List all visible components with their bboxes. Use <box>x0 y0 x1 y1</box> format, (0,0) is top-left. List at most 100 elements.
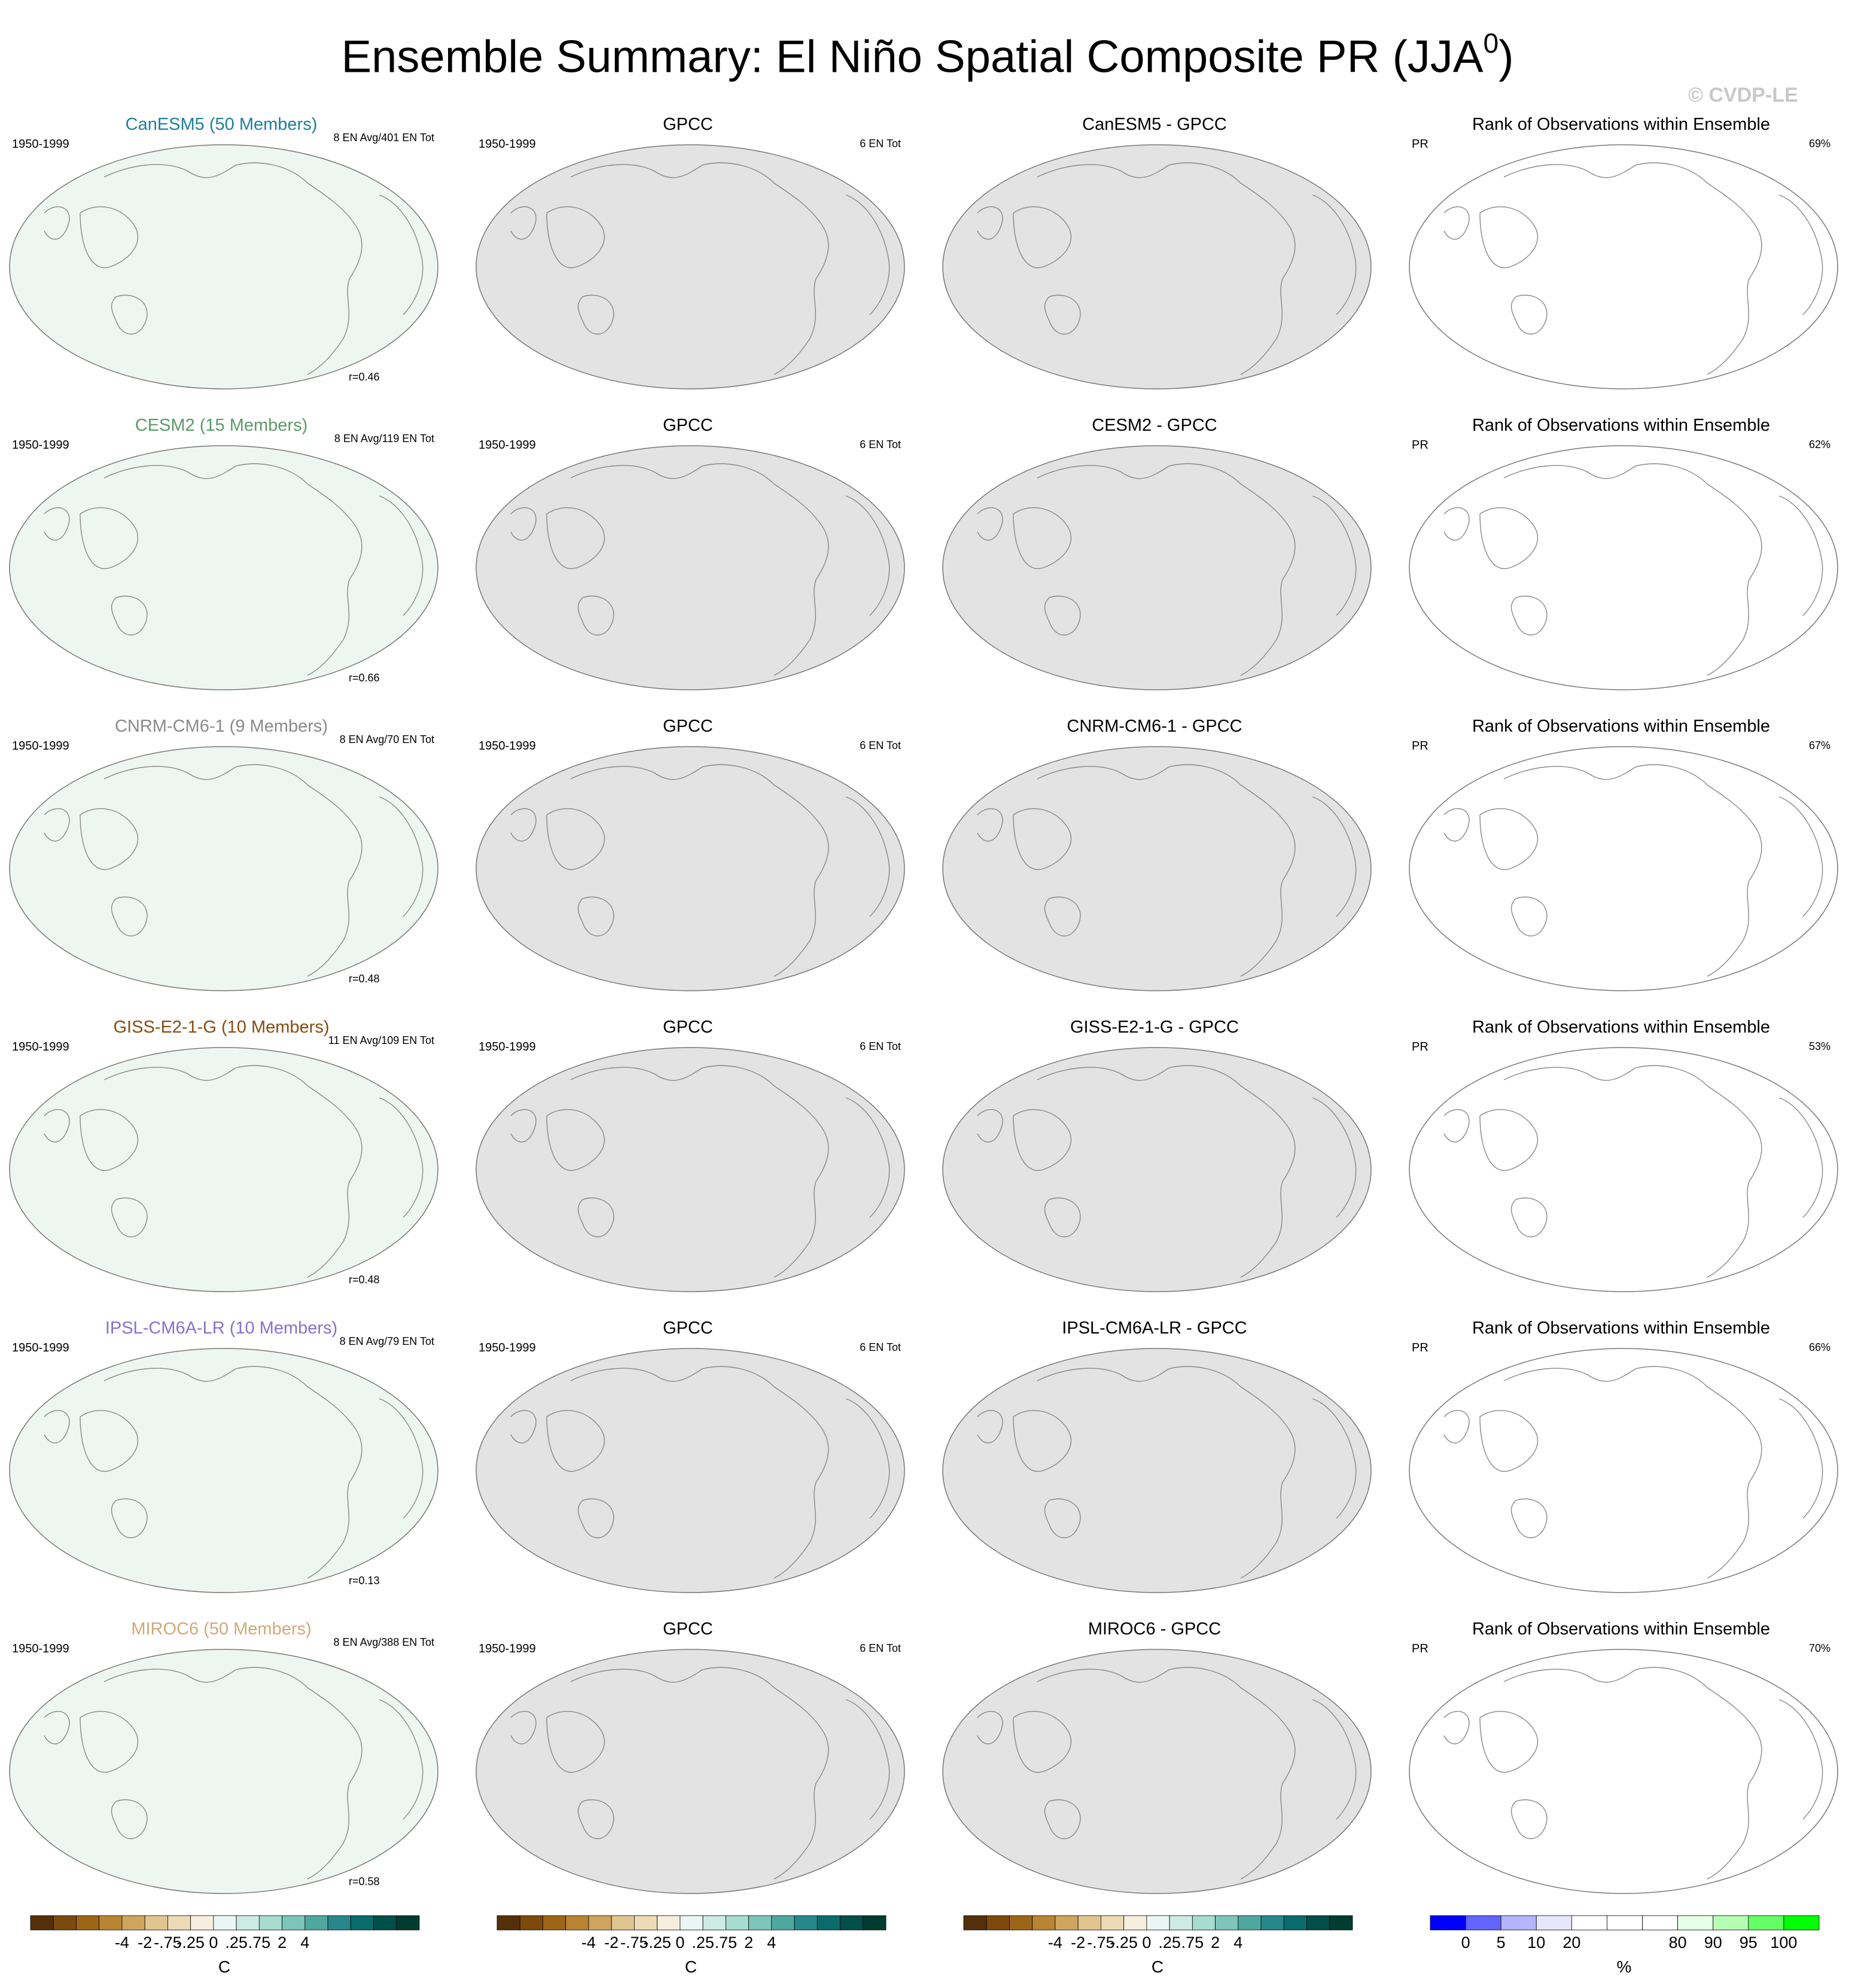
obs-event-count: 6 EN Tot <box>860 138 901 150</box>
diff-colorbar-swatch <box>1306 1915 1330 1931</box>
obs-colorbar-swatch <box>611 1915 635 1931</box>
obs-colorbar-swatch <box>519 1915 543 1931</box>
obs-panel: GPCC 1950-1999 6 EN Tot <box>467 395 909 695</box>
diff-title: MIROC6 - GPCC <box>1088 1619 1222 1639</box>
rank-colorbar-tick-label: 0 <box>1461 1934 1470 1952</box>
model-colorbar-tick-label: 2 <box>278 1934 287 1952</box>
rank-colorbar-tick-label: 95 <box>1740 1934 1757 1952</box>
model-title: MIROC6 (50 Members) <box>131 1619 312 1639</box>
rank-panel: Rank of Observations within Ensemble PR … <box>1400 1599 1842 1898</box>
model-colorbar-swatch <box>236 1915 260 1931</box>
obs-map-GISS-E2-1-G <box>476 1047 905 1292</box>
event-count: 11 EN Avg/109 EN Tot <box>328 1034 434 1046</box>
obs-colorbar-swatch <box>634 1915 658 1931</box>
panel-row-CESM2: CESM2 (15 Members) 1950-1999 8 EN Avg/11… <box>0 395 1855 695</box>
rank-colorbar-svg: 0 5 10 20 80 90 95 100 <box>1430 1915 1820 1952</box>
diff-colorbar-swatch <box>1215 1915 1239 1931</box>
model-panel: GISS-E2-1-G (10 Members) 1950-1999 11 EN… <box>0 997 443 1296</box>
model-title: CESM2 (15 Members) <box>135 416 308 435</box>
diff-panel: CNRM-CM6-1 - GPCC <box>933 696 1376 995</box>
model-title: IPSL-CM6A-LR (10 Members) <box>105 1319 338 1338</box>
figure-title-text: Ensemble Summary: El Niño Spatial Compos… <box>341 31 1484 83</box>
obs-colorbar-swatch <box>702 1915 726 1931</box>
model-colorbar-swatch <box>327 1915 351 1931</box>
rank-map-CanESM5 <box>1409 144 1838 389</box>
period-label: 1950-1999 <box>12 1642 69 1655</box>
rank-title: Rank of Observations within Ensemble <box>1472 1018 1771 1037</box>
diff-colorbar-tick-label: .25 <box>1158 1934 1181 1952</box>
diff-title: CESM2 - GPCC <box>1092 416 1217 435</box>
obs-colorbar-swatch <box>748 1915 772 1931</box>
model-panel: CNRM-CM6-1 (9 Members) 1950-1999 8 EN Av… <box>0 696 443 995</box>
diff-colorbar-tick-label: -2 <box>1071 1934 1085 1952</box>
panel-row-GISS-E2-1-G: GISS-E2-1-G (10 Members) 1950-1999 11 EN… <box>0 997 1855 1296</box>
diff-colorbar-swatch <box>963 1915 987 1931</box>
diff-title: CanESM5 - GPCC <box>1082 115 1227 134</box>
panel-row-CNRM-CM6-1: CNRM-CM6-1 (9 Members) 1950-1999 8 EN Av… <box>0 696 1855 995</box>
diff-colorbar-svg: -4 -2 -.75-.25 0 .25.75 2 4 <box>963 1915 1353 1952</box>
obs-colorbar-swatch <box>680 1915 703 1931</box>
rank-colorbar-tick-label: 20 <box>1562 1934 1580 1952</box>
diff-colorbar-swatch <box>1077 1915 1101 1931</box>
model-colorbar-swatch <box>282 1915 306 1931</box>
figure-title-close: ) <box>1498 31 1514 83</box>
obs-title: GPCC <box>663 717 713 736</box>
model-title: GISS-E2-1-G (10 Members) <box>113 1018 330 1037</box>
model-title: CanESM5 (50 Members) <box>125 115 318 134</box>
diff-colorbar-swatch <box>1283 1915 1307 1931</box>
obs-map-MIROC6 <box>476 1649 905 1894</box>
obs-colorbar-swatch <box>771 1915 795 1931</box>
rank-panel: Rank of Observations within Ensemble PR … <box>1400 95 1842 394</box>
obs-colorbar-tick-label: 0 <box>675 1934 684 1952</box>
obs-colorbar-svg: -4 -2 -.75-.25 0 .25.75 2 4 <box>497 1915 887 1952</box>
rank-colorbar-swatch <box>1748 1915 1784 1931</box>
obs-panel: GPCC 1950-1999 6 EN Tot <box>467 696 909 995</box>
obs-colorbar-swatch <box>565 1915 589 1931</box>
pattern-correlation: r=0.48 <box>349 1274 380 1286</box>
obs-colorbar-swatch <box>817 1915 840 1931</box>
obs-panel: GPCC 1950-1999 6 EN Tot <box>467 1298 909 1597</box>
rank-percent: 69% <box>1808 138 1830 150</box>
rank-panel: Rank of Observations within Ensemble PR … <box>1400 696 1842 995</box>
obs-panel: GPCC 1950-1999 6 EN Tot <box>467 95 909 394</box>
obs-colorbar-unit: C <box>684 1957 697 1976</box>
rank-percent: 70% <box>1808 1642 1830 1654</box>
model-colorbar-swatch <box>213 1915 237 1931</box>
obs-map-CanESM5 <box>476 144 905 389</box>
model-colorbar-tick-label: 4 <box>300 1934 309 1952</box>
diff-colorbar-swatch <box>1146 1915 1170 1931</box>
colorbar-obs: -4 -2 -.75 -.25 0 .25.75 2 4 C <box>497 1914 915 1976</box>
period-label: 1950-1999 <box>12 739 69 753</box>
pattern-correlation: r=0.48 <box>349 973 380 985</box>
rank-colorbar-swatch <box>1642 1915 1679 1931</box>
obs-colorbar-tick-label: -.25 <box>643 1934 671 1952</box>
period-label: 1950-1999 <box>479 439 536 452</box>
diff-colorbar-swatch <box>1123 1915 1147 1931</box>
diff-colorbar-swatch <box>1169 1915 1193 1931</box>
pattern-correlation: r=0.66 <box>349 672 380 684</box>
rank-title: Rank of Observations within Ensemble <box>1472 416 1771 435</box>
rank-map-CNRM-CM6-1 <box>1409 746 1838 991</box>
rank-colorbar-swatch <box>1677 1915 1714 1931</box>
diff-colorbar-tick-label: 2 <box>1211 1934 1220 1952</box>
obs-map-CESM2 <box>476 445 905 690</box>
model-colorbar-tick-label: -4 <box>115 1934 129 1952</box>
rank-colorbar-swatch <box>1571 1915 1607 1931</box>
model-map-CESM2 <box>9 445 438 690</box>
period-label: 1950-1999 <box>479 1341 536 1354</box>
rank-title: Rank of Observations within Ensemble <box>1472 717 1771 736</box>
diff-colorbar-tick-label: .75 <box>1181 1934 1204 1952</box>
diff-colorbar-swatch <box>986 1915 1010 1931</box>
model-colorbar-swatch <box>53 1915 77 1931</box>
obs-colorbar-swatch <box>725 1915 749 1931</box>
rank-variable: PR <box>1412 739 1428 753</box>
event-count: 8 EN Avg/388 EN Tot <box>333 1636 434 1648</box>
rank-map-MIROC6 <box>1409 1649 1838 1894</box>
panel-row-CanESM5: CanESM5 (50 Members) 1950-1999 8 EN Avg/… <box>0 95 1855 394</box>
panel-row-MIROC6: MIROC6 (50 Members) 1950-1999 8 EN Avg/3… <box>0 1599 1855 1898</box>
diff-colorbar-swatch <box>1032 1915 1056 1931</box>
diff-colorbar-swatch <box>1009 1915 1033 1931</box>
model-colorbar-tick-label: .25 <box>225 1934 248 1952</box>
obs-event-count: 6 EN Tot <box>860 1341 901 1353</box>
diff-map-GISS-E2-1-G <box>942 1047 1372 1292</box>
